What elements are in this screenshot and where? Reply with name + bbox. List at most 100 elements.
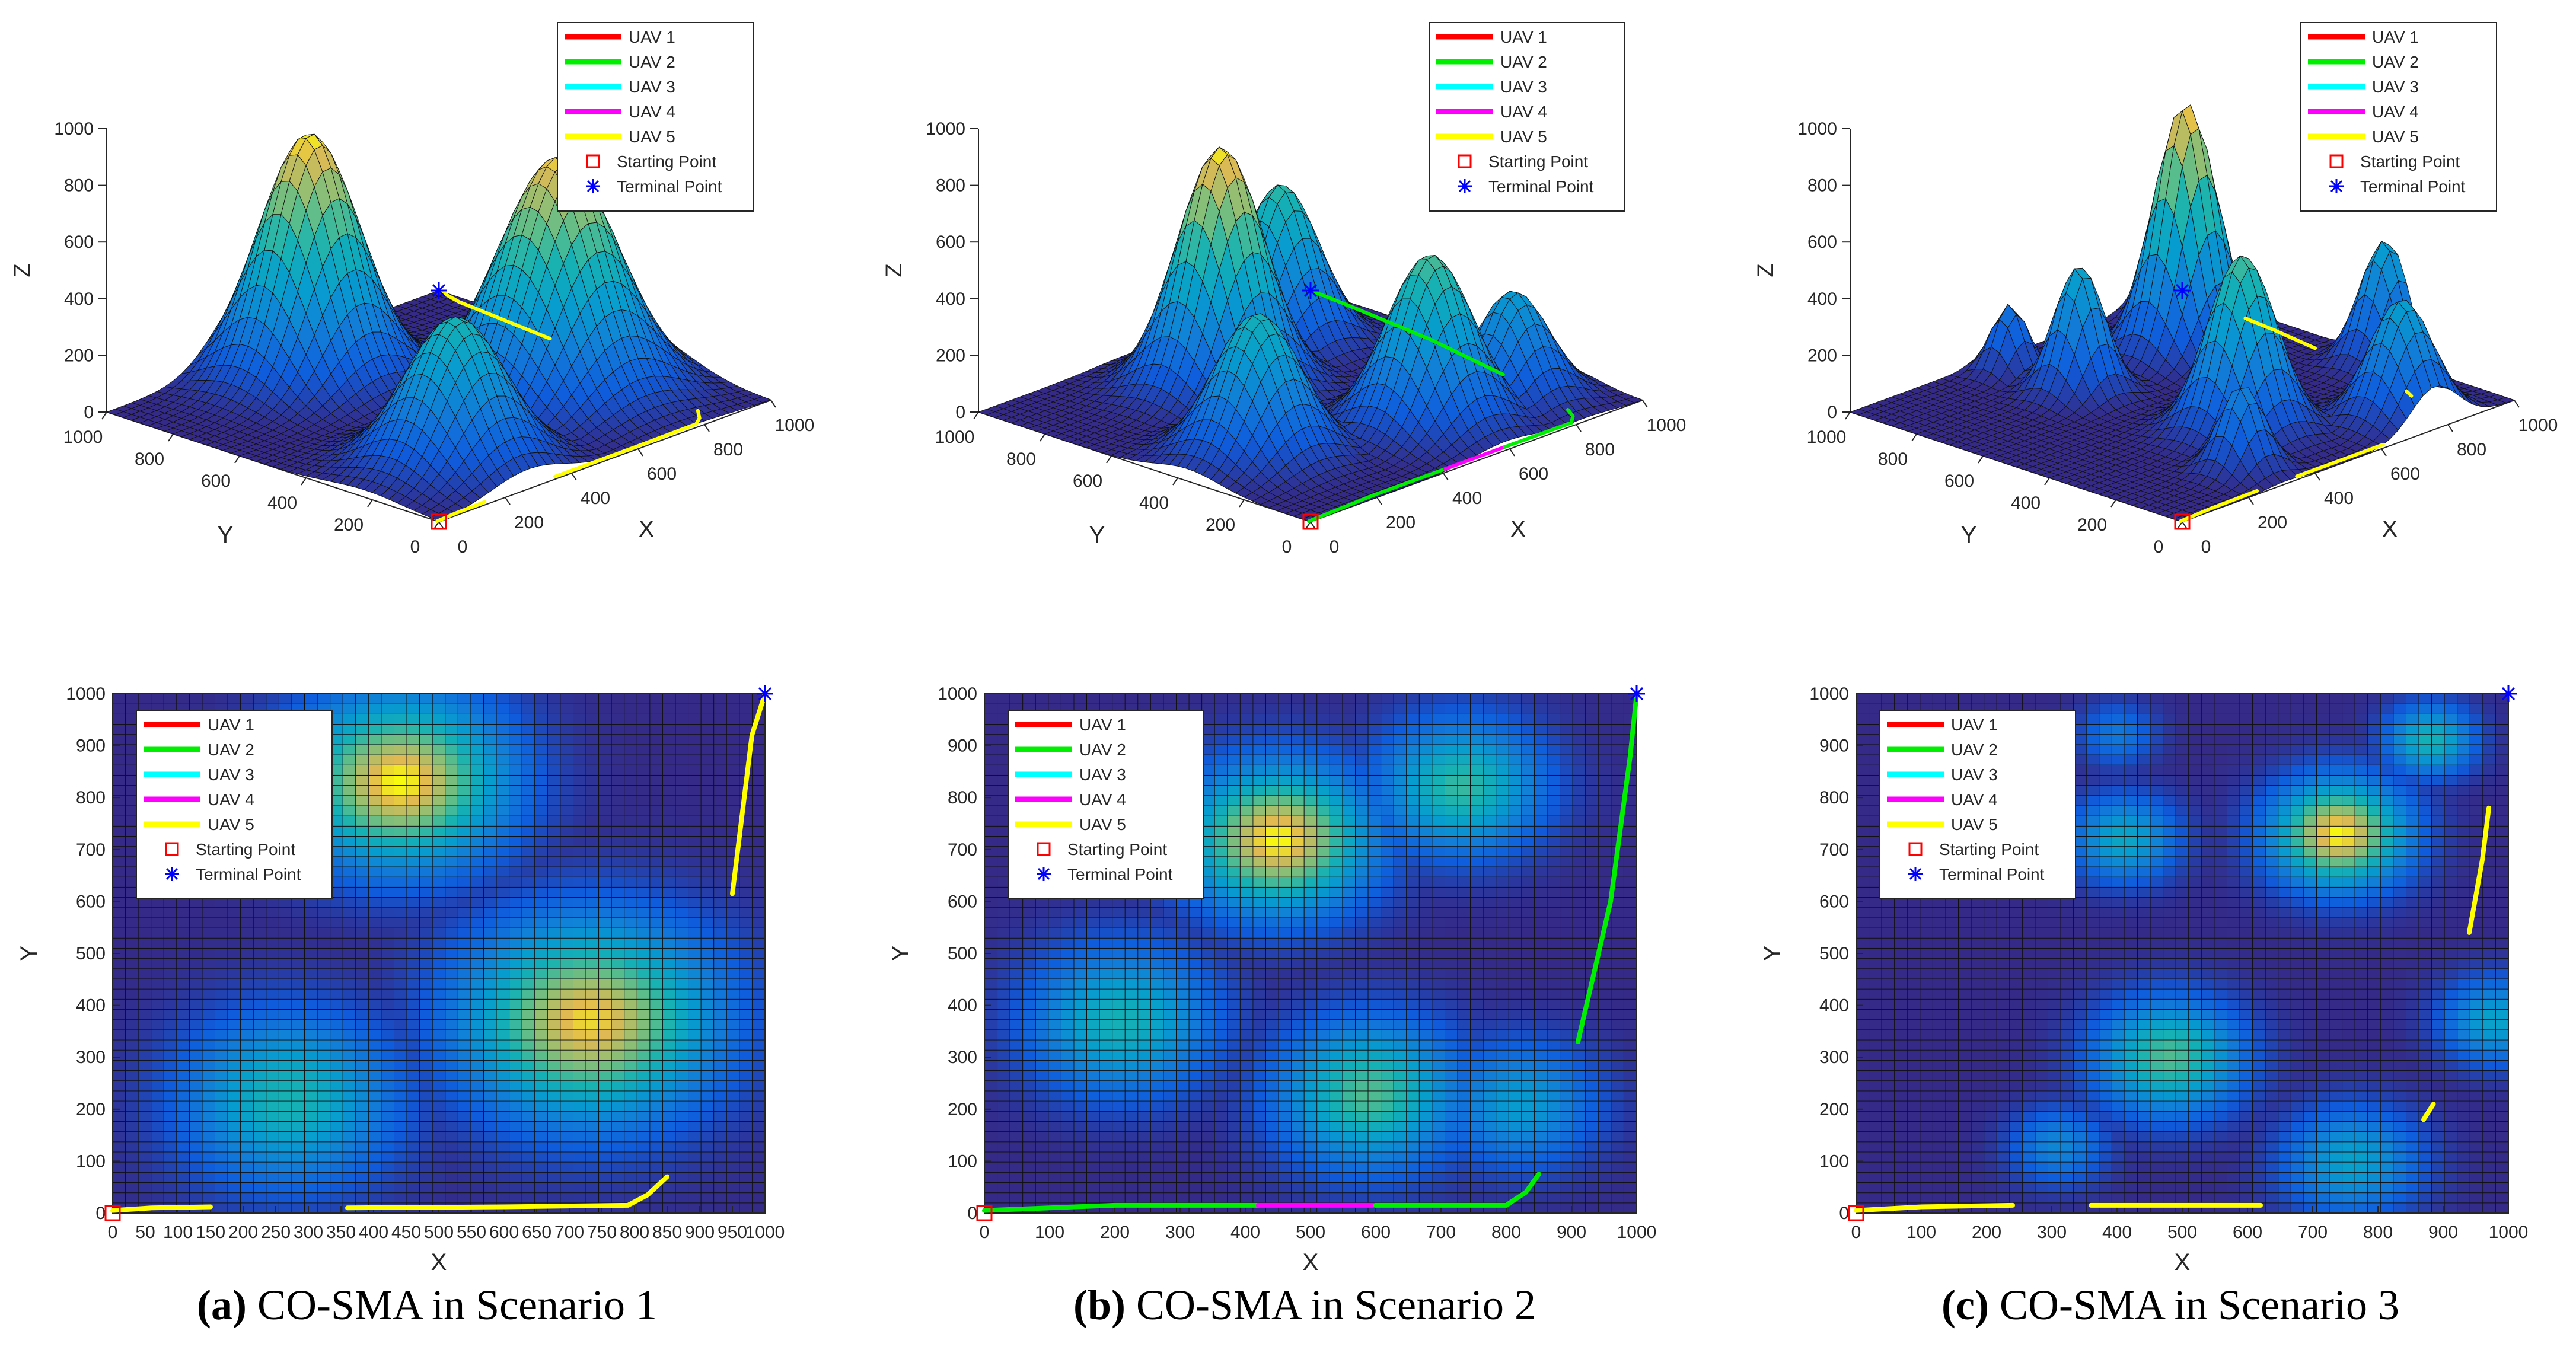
panel-a-y-tick-label-7: 700 [76,840,106,860]
caption-b-label: (b) [1073,1281,1126,1329]
panel-b-3d-legend-label-6: Starting Point [1488,152,1588,171]
panel-b-x3d-tick-label-2: 400 [1452,489,1482,508]
panel-c-z-tick-label-4: 800 [1807,176,1837,196]
caption-b-text: CO-SMA in Scenario 2 [1136,1281,1536,1329]
panel-a-x-tick-label-0: 0 [108,1223,118,1242]
panel-b-y-tick-label-3: 300 [948,1048,977,1067]
panel-c-3d-legend-label-2: UAV 2 [2372,53,2419,71]
panel-a-2d-legend-label-1: UAV 1 [208,716,254,734]
panel-c-x-axis-label: X [2175,1249,2191,1275]
panel-a-2d-legend-label-7: Terminal Point [196,865,301,883]
panel-a-x3d-tick-label-0: 0 [458,537,468,557]
panel-b-y3d-tick-label-3: 600 [1073,471,1102,491]
panel-a-z-tick-label-4: 800 [64,176,94,196]
panel-a-y3d-axis-label: Y [218,522,234,548]
panel-c-2d-legend-label-3: UAV 3 [1951,765,1998,784]
panel-c-y-axis-label: Y [1759,946,1786,962]
panel-a-y3d-tick-3 [235,456,240,463]
panel-c-x-tick-label-4: 400 [2102,1223,2132,1242]
panel-c-x-tick-label-7: 700 [2298,1223,2328,1242]
panel-a-x-tick-label-4: 200 [228,1223,258,1242]
panel-b-y-tick-label-9: 900 [948,736,977,756]
panel-c-y-tick-label-0: 0 [1839,1204,1849,1223]
panel-c-y3d-tick-label-2: 400 [2011,493,2041,513]
panel-c-x3d-tick-2 [2315,473,2320,480]
caption-c-label: (c) [1941,1281,1989,1329]
panel-b-x3d-axis-label: X [1510,516,1526,543]
panel-c-3d-legend-label-3: UAV 3 [2372,78,2419,96]
panel-c-3d-legend-label-7: Terminal Point [2360,177,2466,196]
panel-c-y-tick-label-5: 500 [1819,944,1849,963]
panel-a-z-tick-label-3: 600 [64,232,94,252]
panel-a-x3d-tick-1 [505,497,510,505]
panel-c-2d-legend-label-1: UAV 1 [1951,716,1998,734]
panel-c-y3d-tick-label-0: 0 [2154,537,2164,557]
panel-b-3d-terminal-marker [1302,282,1319,299]
panel-c-x3d-tick-5 [2514,400,2519,407]
panel-a-y-tick-label-9: 900 [76,736,106,756]
panel-a-2d-terminal-marker [757,685,773,702]
panel-c-y3d-tick-label-4: 800 [1878,449,1908,469]
panel-a-2d-legend-label-4: UAV 4 [208,790,254,809]
panel-b-y-tick-label-0: 0 [967,1204,977,1223]
caption-c: (c) CO-SMA in Scenario 3 [1743,1281,2576,1330]
panel-b-y-tick-label-4: 400 [948,996,977,1016]
panel-b-2d-legend-label-4: UAV 4 [1079,790,1126,809]
panel-b-x3d-tick-label-5: 1000 [1647,416,1686,435]
panel-c-y-tick-label-2: 200 [1819,1100,1849,1119]
panel-b-3d-legend-label-1: UAV 1 [1500,28,1547,46]
panel-c-z-tick-label-5: 1000 [1797,119,1837,139]
panel-b-x3d-tick-label-3: 600 [1519,464,1548,484]
panel-b-2d-terminal-marker [1628,685,1645,702]
panel-b-y3d-tick-2 [1173,478,1178,485]
panel-b-z-tick-label-5: 1000 [926,119,965,139]
panel-a-3d-legend-label-4: UAV 4 [629,103,675,121]
panel-a-x3d-tick-0 [439,522,444,529]
panel-a-y-tick-label-2: 200 [76,1100,106,1119]
panel-c-3d-terminal-marker [2174,282,2191,299]
panel-a-y3d-tick-label-0: 0 [410,537,420,557]
panel-b-y3d-tick-label-1: 200 [1206,515,1235,535]
panel-c-y-tick-label-4: 400 [1819,996,1849,1016]
panel-c-x3d-tick-label-3: 600 [2390,464,2420,484]
panel-c-y3d-tick-3 [1978,456,1983,463]
panel-a-x-tick-label-3: 150 [196,1223,225,1242]
panel-a-y3d-tick-5 [102,412,107,419]
panel-b-y3d-tick-5 [974,412,978,419]
panel-c-z-tick-label-3: 600 [1807,232,1837,252]
panel-c-y-tick-label-1: 100 [1819,1151,1849,1171]
panel-a-y3d-tick-2 [301,478,306,485]
panel-b-x3d-tick-label-0: 0 [1330,537,1340,557]
panel-b-2d-legend-terminal-marker [1037,867,1051,881]
panel-a-y3d-tick-label-3: 600 [201,471,231,491]
panel-a-x3d-tick-label-3: 600 [647,464,677,484]
panel-c-y-tick-label-8: 800 [1819,788,1849,808]
caption-a: (a) CO-SMA in Scenario 1 [0,1281,854,1330]
panel-a-3d-terminal-marker [431,282,447,299]
panel-a-x-tick-label-14: 700 [554,1223,584,1242]
panel-c-surface-plot: 02004006008001000Z02004006008001000X0200… [1754,23,2558,557]
panel-b-y3d-tick-1 [1239,500,1244,507]
panel-b-x-tick-label-7: 700 [1426,1223,1456,1242]
panel-c-2d-legend-label-2: UAV 2 [1951,741,1998,759]
panel-c-y3d-tick-4 [1912,434,1917,441]
panel-a-x-tick-label-19: 950 [718,1223,747,1242]
panel-c-x-tick-label-8: 800 [2363,1223,2393,1242]
panel-b-y3d-tick-3 [1107,456,1111,463]
panel-b-z-tick-label-3: 600 [936,232,965,252]
panel-c-x-tick-label-6: 600 [2233,1223,2262,1242]
panel-c-y3d-tick-5 [1845,412,1850,419]
panel-b-3d-legend-label-2: UAV 2 [1500,53,1547,71]
panel-c-y3d-tick-label-5: 1000 [1807,427,1847,447]
panel-a-y3d-tick-label-2: 400 [267,493,297,513]
panel-b-y-tick-label-8: 800 [948,788,977,808]
panel-b-2d-legend-label-2: UAV 2 [1079,741,1126,759]
panel-a-x-tick-label-13: 650 [522,1223,551,1242]
panel-a-z-axis-label: Z [10,263,35,277]
panel-c-x3d-tick-label-2: 400 [2324,489,2354,508]
panel-a-y3d-tick-label-1: 200 [334,515,364,535]
panel-a-x3d-tick-label-1: 200 [514,513,544,532]
panel-c-y-tick-label-10: 1000 [1809,684,1849,704]
panel-c-3d-legend-label-4: UAV 4 [2372,103,2419,121]
